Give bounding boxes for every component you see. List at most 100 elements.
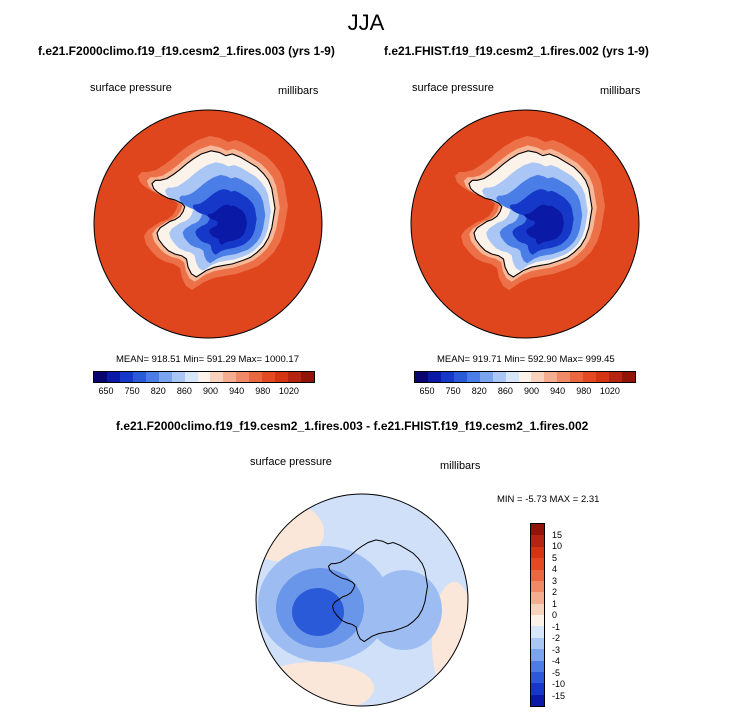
right-polar-map: [410, 109, 640, 339]
left-colorbar-swatch: [288, 372, 301, 382]
diff-colorbar-swatch: [531, 615, 544, 627]
left-colorbar-swatch: [132, 372, 146, 382]
diff-coastline: [327, 539, 429, 643]
left-colorbar-ticks: 650 750 820 860 900 940 980 1020: [93, 386, 315, 398]
diff-colorbar-tick: -15: [552, 690, 566, 701]
right-colorbar-swatch: [505, 372, 519, 382]
left-colorbar-tick: 750: [124, 386, 140, 396]
right-colorbar-swatch: [427, 372, 441, 382]
left-colorbar-tick: 980: [255, 386, 271, 396]
diff-colorbar-swatch: [531, 558, 544, 570]
diff-colorbar-swatch: [531, 694, 544, 706]
left-colorbar-tick: 1020: [278, 386, 299, 396]
right-colorbar-ticks: 650 750 820 860 900 940 980 1020: [414, 386, 636, 398]
right-colorbar-swatch: [453, 372, 467, 382]
left-units-label: millibars: [278, 85, 319, 97]
right-colorbar-tick: 860: [497, 386, 513, 396]
diff-colorbar-swatch: [531, 649, 544, 661]
diff-variable-label: surface pressure: [250, 456, 332, 468]
left-coastline: [151, 150, 276, 278]
diff-colorbar-swatch: [531, 592, 544, 604]
left-colorbar-tick: 650: [98, 386, 114, 396]
diff-map-border: [255, 493, 469, 707]
left-colorbar-swatch: [223, 372, 237, 382]
left-colorbar-tick: 820: [150, 386, 166, 396]
right-colorbar-tick: 820: [471, 386, 487, 396]
left-colorbar-swatch: [94, 372, 107, 382]
left-colorbar-swatch: [262, 372, 276, 382]
diff-polar-map: [255, 493, 469, 707]
diff-colorbar-swatch: [531, 683, 544, 695]
diff-stats: MIN = -5.73 MAX = 2.31: [497, 494, 600, 505]
diff-title: f.e21.F2000climo.f19_f19.cesm2_1.fires.0…: [116, 419, 589, 433]
diff-colorbar-tick: 15: [552, 529, 563, 540]
right-run-title: f.e21.FHIST.f19_f19.cesm2_1.fires.002 (y…: [384, 44, 649, 58]
left-colorbar-swatch: [210, 372, 224, 382]
left-colorbar-swatch: [171, 372, 185, 382]
right-units-label: millibars: [600, 85, 641, 97]
right-stats: MEAN= 919.71 Min= 592.90 Max= 999.45: [437, 354, 615, 365]
right-variable-label: surface pressure: [412, 82, 494, 94]
diff-colorbar-swatch: [531, 637, 544, 650]
left-colorbar-swatch: [301, 372, 314, 382]
diff-neg-1-east: [366, 570, 442, 650]
left-colorbar-tick: 860: [176, 386, 192, 396]
right-colorbar-swatch: [544, 372, 558, 382]
left-colorbar-swatch: [236, 372, 250, 382]
right-colorbar-swatch: [440, 372, 454, 382]
left-polar-map: [93, 109, 323, 339]
diff-neg-5: [292, 588, 344, 636]
left-colorbar-swatch: [184, 372, 198, 382]
left-ice-core: [207, 204, 247, 245]
right-colorbar-swatch: [622, 372, 635, 382]
diff-colorbar-swatch: [531, 671, 544, 684]
left-colorbar: [93, 371, 315, 383]
left-variable-label: surface pressure: [90, 82, 172, 94]
right-colorbar-tick: 980: [576, 386, 592, 396]
right-ice-core: [524, 204, 564, 245]
diff-colorbar-tick: -2: [552, 633, 561, 643]
diff-colorbar-tick: -3: [552, 644, 561, 655]
left-stats: MEAN= 918.51 Min= 591.29 Max= 1000.17: [116, 354, 299, 365]
left-colorbar-swatch: [275, 372, 289, 382]
diff-colorbar-tick: 4: [552, 564, 558, 574]
diff-colorbar-swatch: [531, 569, 544, 581]
diff-colorbar-tick: -1: [552, 621, 561, 632]
figure-title: JJA: [347, 10, 385, 35]
left-map-border: [93, 109, 323, 339]
right-map-border: [410, 109, 640, 339]
diff-colorbar-tick: -10: [552, 679, 566, 689]
right-colorbar-swatch: [466, 372, 480, 382]
diff-colorbar-swatch: [531, 660, 544, 672]
diff-colorbar-swatch: [531, 524, 544, 536]
left-run-title: f.e21.F2000climo.f19_f19.cesm2_1.fires.0…: [38, 44, 335, 58]
diff-map-layers: [256, 494, 468, 706]
diff-colorbar-tick: -5: [552, 667, 561, 678]
right-colorbar-tick: 750: [445, 386, 461, 396]
right-colorbar-swatch: [596, 372, 610, 382]
diff-colorbar-tick: 0: [552, 610, 558, 620]
left-colorbar-swatch: [197, 372, 211, 382]
diff-units-label: millibars: [440, 460, 481, 472]
right-colorbar-tick: 940: [550, 386, 566, 396]
diff-colorbar-tick: 3: [552, 575, 558, 586]
left-colorbar-tick: 940: [229, 386, 245, 396]
right-colorbar-swatch: [479, 372, 493, 382]
diff-colorbar-swatch: [531, 603, 544, 615]
left-colorbar-swatch: [119, 372, 133, 382]
diff-colorbar-ticks: 15 10 5 4 3 2 1 0 -1 -2 -3 -4 -5 -10 -15: [552, 523, 592, 707]
diff-colorbar-tick: 5: [552, 552, 558, 563]
left-colorbar-tick: 900: [203, 386, 219, 396]
right-colorbar-swatch: [609, 372, 622, 382]
right-colorbar-tick: 1020: [599, 386, 620, 396]
right-colorbar-swatch: [570, 372, 584, 382]
right-map-layers: [411, 110, 639, 338]
right-coastline: [468, 150, 593, 278]
diff-colorbar-tick: 1: [552, 598, 558, 609]
diff-colorbar-tick: -4: [552, 656, 561, 666]
diff-colorbar: [530, 523, 545, 707]
diff-colorbar-swatch: [531, 546, 544, 559]
right-colorbar: [414, 371, 636, 383]
diff-colorbar-swatch: [531, 580, 544, 593]
left-colorbar-swatch: [145, 372, 159, 382]
